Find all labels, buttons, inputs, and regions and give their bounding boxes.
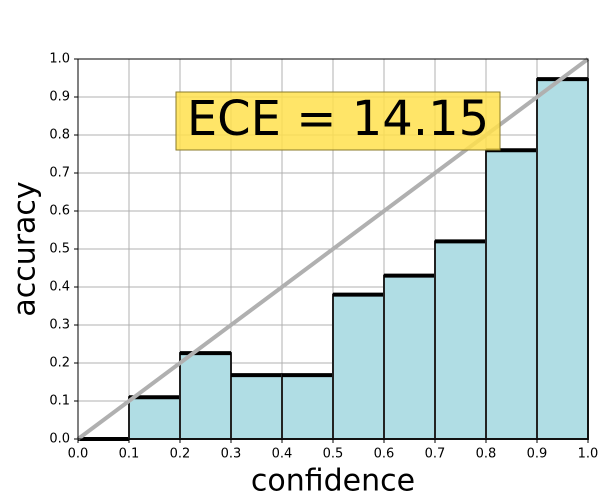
x-tick-label: 0.1 [119,447,140,462]
y-tick-label: 0.7 [49,166,70,181]
y-tick-label: 0.9 [49,90,70,105]
x-tick-label: 0.8 [476,447,497,462]
bar [434,240,487,440]
bar [128,396,181,441]
y-tick-label: 0.0 [49,432,70,447]
diagonal [76,57,590,441]
x-tick-label: 1.0 [578,447,598,462]
x-tick-label: 0.2 [170,447,191,462]
bar [536,78,589,440]
y-tick-label: 0.4 [49,280,70,295]
x-tick-label: 0.5 [323,447,344,462]
bar [281,374,334,441]
y-tick-label: 0.1 [49,394,70,409]
bar [332,293,385,440]
x-axis-label: confidence [251,464,415,494]
plot-frame [77,58,589,440]
x-tick-label: 0.3 [221,447,242,462]
y-tick-label: 1.0 [49,52,70,67]
y-tick-label: 0.6 [49,204,70,219]
y-tick-label: 0.8 [49,128,70,143]
x-tick-label: 0.9 [527,447,548,462]
x-tick-label: 0.4 [272,447,293,462]
bar [230,374,283,441]
y-tick-label: 0.2 [49,356,70,371]
bar [179,352,232,440]
annotation: ECE = 14.15 [187,91,489,147]
bar [485,149,538,440]
overlay: 0.0 0.1 0.2 0.3 0.4 0.5 0.6 0.7 0.8 0.9 1.0 0.0 0.1 0… [49,52,598,462]
bar [383,274,436,440]
y-tick-label: 0.5 [49,242,70,257]
annotation-box [175,91,501,151]
y-tick-label: 0.3 [49,318,70,333]
x-tick-label: 0.7 [425,447,446,462]
x-tick-label: 0.6 [374,447,395,462]
y-axis-label: accuracy [8,181,43,316]
x-tick-label: 0.0 [68,447,89,462]
